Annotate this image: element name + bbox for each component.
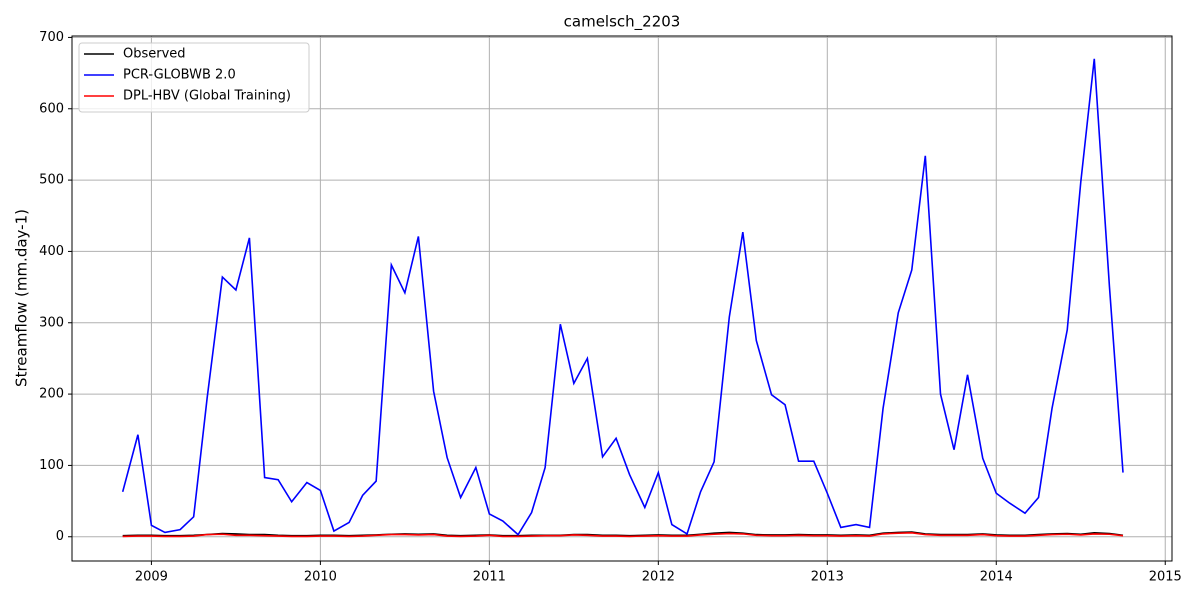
y-axis-label: Streamflow (mm.day-1) xyxy=(13,209,31,387)
legend-label: Observed xyxy=(123,47,186,62)
y-tick-label: 500 xyxy=(39,173,64,188)
series-line xyxy=(122,532,1124,538)
legend: Observed PCR-GLOBWB 2.0 DPL-HBV (Global Tr… xyxy=(78,42,310,113)
y-tick-label: 300 xyxy=(39,315,64,330)
x-tick-label: 2012 xyxy=(642,570,675,585)
y-tick-label: 400 xyxy=(39,244,64,259)
y-tick-label: 200 xyxy=(39,387,64,402)
x-tick-label: 2010 xyxy=(304,570,337,585)
y-tick-label: 600 xyxy=(39,101,64,116)
x-tick-label: 2013 xyxy=(811,570,844,585)
series-line xyxy=(121,58,1124,536)
x-tick-label: 2011 xyxy=(473,570,506,585)
x-tick-label: 2009 xyxy=(135,570,168,585)
legend-label: DPL-HBV (Global Training) xyxy=(123,89,291,104)
y-tick-label: 100 xyxy=(39,458,64,473)
chart-title: camelsch_2203 xyxy=(564,13,681,32)
y-tick-label: 0 xyxy=(56,529,64,544)
legend-label: PCR-GLOBWB 2.0 xyxy=(123,68,236,83)
legend-box xyxy=(78,42,310,113)
y-tick-label: 700 xyxy=(39,30,64,45)
x-tick-label: 2015 xyxy=(1149,570,1182,585)
x-tick-label: 2014 xyxy=(980,570,1013,585)
plot-frame xyxy=(71,35,1173,562)
